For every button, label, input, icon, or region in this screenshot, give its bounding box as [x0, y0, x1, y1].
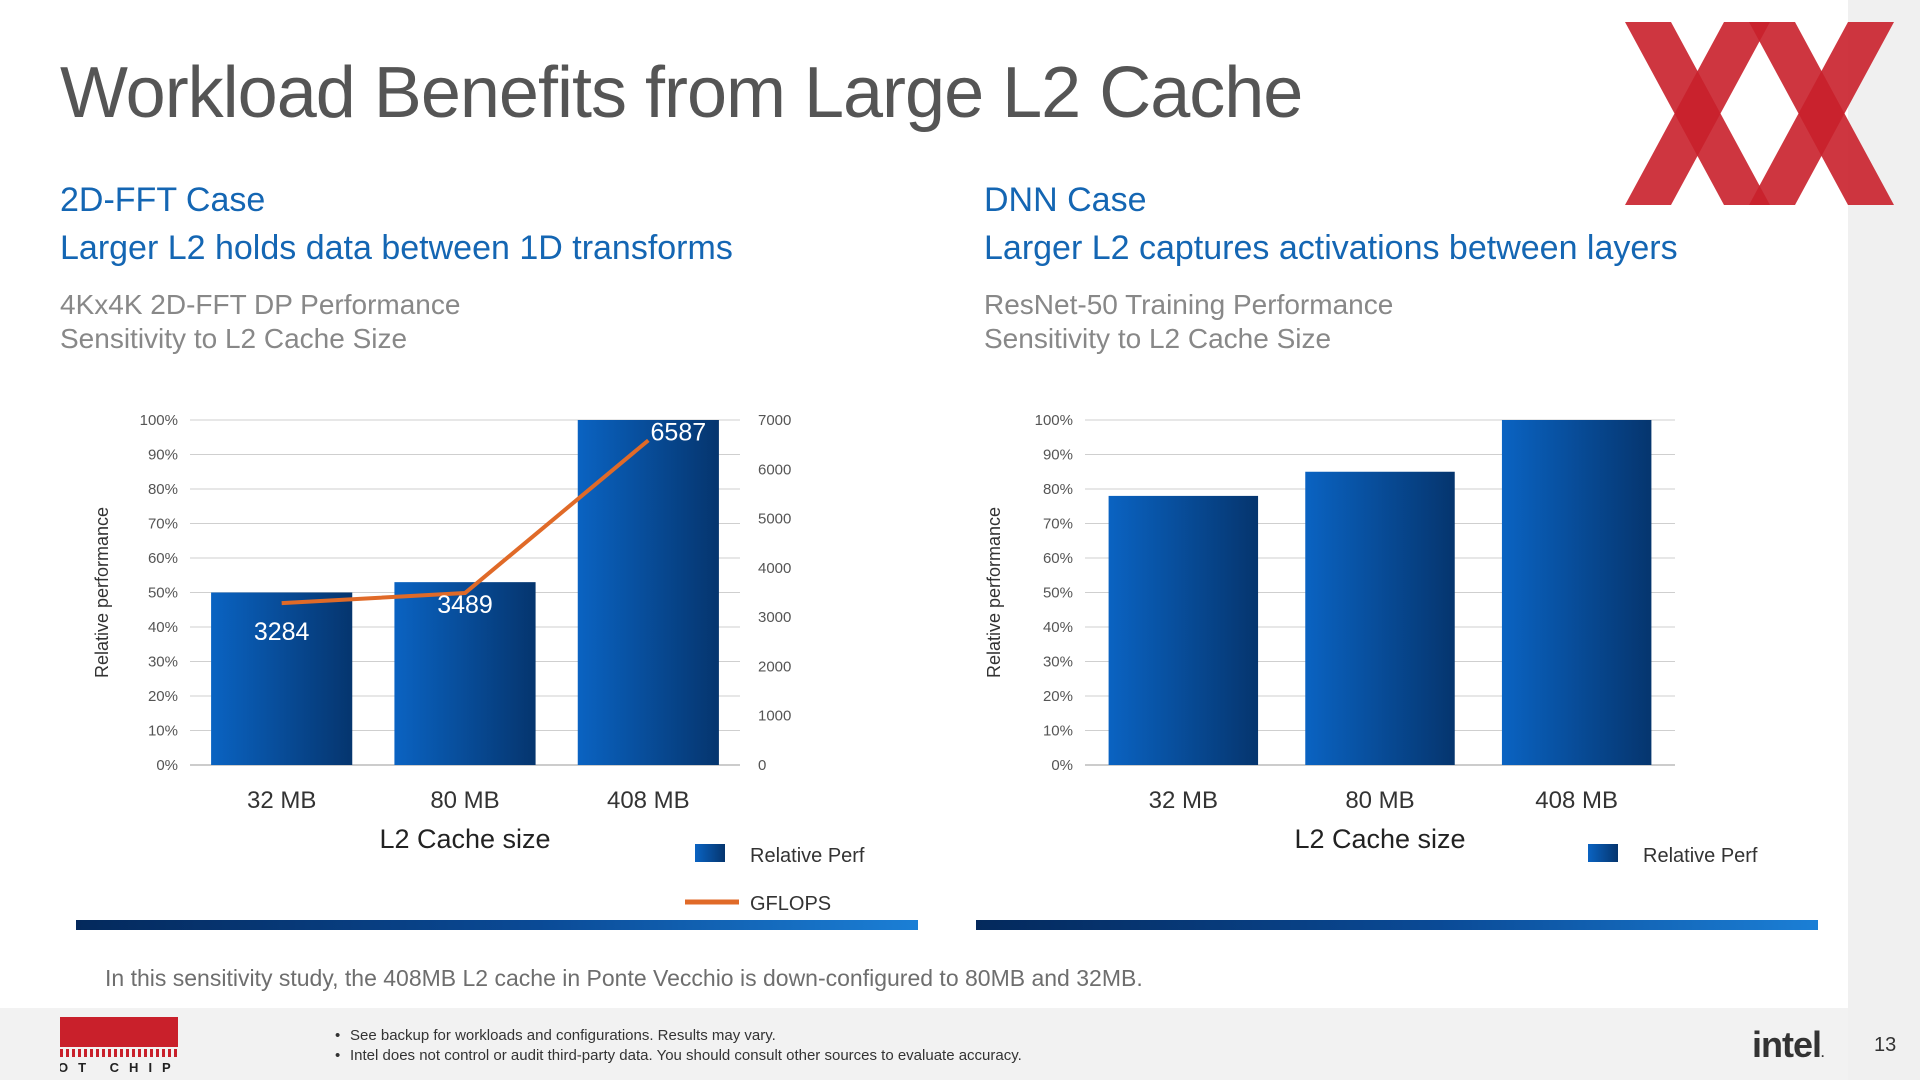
y2-tick-label: 5000	[758, 511, 791, 528]
x-tick-label: 80 MB	[430, 787, 499, 814]
y-tick-label: 100%	[1035, 412, 1073, 429]
y-tick-label: 100%	[140, 412, 178, 429]
x-tick-label: 408 MB	[607, 787, 690, 814]
y-axis-label: Relative performance	[92, 507, 112, 678]
y2-tick-label: 0	[758, 757, 766, 774]
bar	[1108, 495, 1259, 765]
right-case-subtitle: Larger L2 captures activations between l…	[984, 229, 1678, 267]
x-tick-label: 32 MB	[1149, 787, 1218, 814]
y-tick-label: 20%	[148, 688, 178, 705]
legend-label: Relative Perf	[1643, 845, 1758, 867]
left-section-underline	[76, 920, 918, 930]
y-tick-label: 10%	[148, 723, 178, 740]
legend-swatch-bar	[1588, 844, 1618, 862]
intel-logo-text: intel	[1752, 1024, 1822, 1065]
y-tick-label: 40%	[1043, 619, 1073, 636]
resnet-performance-chart: 0% 10% 20% 30% 40% 50% 60% 70% 80% 90% 100% Relativ…	[984, 412, 1758, 867]
legend-swatch-bar	[695, 844, 725, 862]
left-chart-title-line1: 4Kx4K 2D-FFT DP Performance	[60, 289, 461, 320]
y2-tick-label: 1000	[758, 708, 791, 725]
y2-tick-label: 7000	[758, 412, 791, 429]
bar	[394, 582, 536, 765]
data-label: 3489	[437, 591, 493, 619]
y-tick-label: 50%	[148, 585, 178, 602]
y-tick-label: 80%	[1043, 481, 1073, 498]
y2-tick-label: 3000	[758, 609, 791, 626]
left-chart-title-line2: Sensitivity to L2 Cache Size	[60, 323, 408, 354]
y-tick-label: 50%	[1043, 585, 1073, 602]
gflops-line	[281, 438, 650, 606]
right-chart-title-line1: ResNet-50 Training Performance	[984, 289, 1394, 320]
right-section-underline	[976, 920, 1818, 930]
bar	[211, 592, 353, 765]
hot-chips-xx-logo	[1625, 22, 1894, 205]
disclaimer-list: See backup for workloads and configurati…	[335, 1026, 1022, 1066]
legend-label: GFLOPS	[750, 893, 831, 915]
intel-logo-dot: .	[1821, 1046, 1825, 1060]
x-axis-label: L2 Cache size	[379, 824, 550, 854]
x-tick-label: 408 MB	[1535, 787, 1618, 814]
y-tick-label: 40%	[148, 619, 178, 636]
y-axis-label: Relative performance	[984, 507, 1004, 678]
y2-tick-label: 6000	[758, 461, 791, 478]
y-tick-label: 20%	[1043, 688, 1073, 705]
y-tick-label: 70%	[1043, 516, 1073, 533]
y-tick-label: 30%	[1043, 654, 1073, 671]
data-label: 3284	[254, 618, 310, 646]
left-case-subtitle: Larger L2 holds data between 1D transfor…	[60, 229, 733, 267]
y-tick-label: 70%	[148, 516, 178, 533]
y-tick-label: 0%	[1051, 757, 1073, 774]
left-case-title: 2D-FFT Case	[60, 181, 266, 219]
y-tick-label: 90%	[148, 447, 178, 464]
disclaimer-item: Intel does not control or audit third-pa…	[335, 1046, 1022, 1066]
bar	[1501, 420, 1652, 765]
intel-logo: intel.	[1752, 1024, 1825, 1066]
hot-chips-logo: HOT CHIPS	[60, 1017, 178, 1075]
y-tick-label: 10%	[1043, 723, 1073, 740]
y2-tick-label: 2000	[758, 658, 791, 675]
x-tick-label: 80 MB	[1345, 787, 1414, 814]
bar	[1305, 471, 1455, 765]
y-tick-label: 80%	[148, 481, 178, 498]
study-note: In this sensitivity study, the 408MB L2 …	[105, 965, 1143, 991]
x-tick-label: 32 MB	[247, 787, 316, 814]
right-chart-title-line2: Sensitivity to L2 Cache Size	[984, 323, 1332, 354]
fft-performance-chart: 0% 10% 20% 30% 40% 50% 60% 70% 80% 90% 100% Relativ…	[92, 412, 865, 915]
page-number: 13	[1874, 1034, 1897, 1056]
y-tick-label: 0%	[156, 757, 178, 774]
data-label: 6587	[651, 418, 707, 446]
y-tick-label: 90%	[1043, 447, 1073, 464]
right-case-title: DNN Case	[984, 181, 1147, 219]
slide-title: Workload Benefits from Large L2 Cache	[60, 53, 1303, 133]
disclaimer-item: See backup for workloads and configurati…	[335, 1026, 1022, 1046]
y-tick-label: 30%	[148, 654, 178, 671]
y-tick-label: 60%	[148, 550, 178, 567]
y-tick-label: 60%	[1043, 550, 1073, 567]
legend-label: Relative Perf	[750, 845, 865, 867]
y2-tick-label: 4000	[758, 560, 791, 577]
hot-chips-logo-text: HOT CHIPS	[60, 1060, 178, 1075]
x-axis-label: L2 Cache size	[1294, 824, 1465, 854]
